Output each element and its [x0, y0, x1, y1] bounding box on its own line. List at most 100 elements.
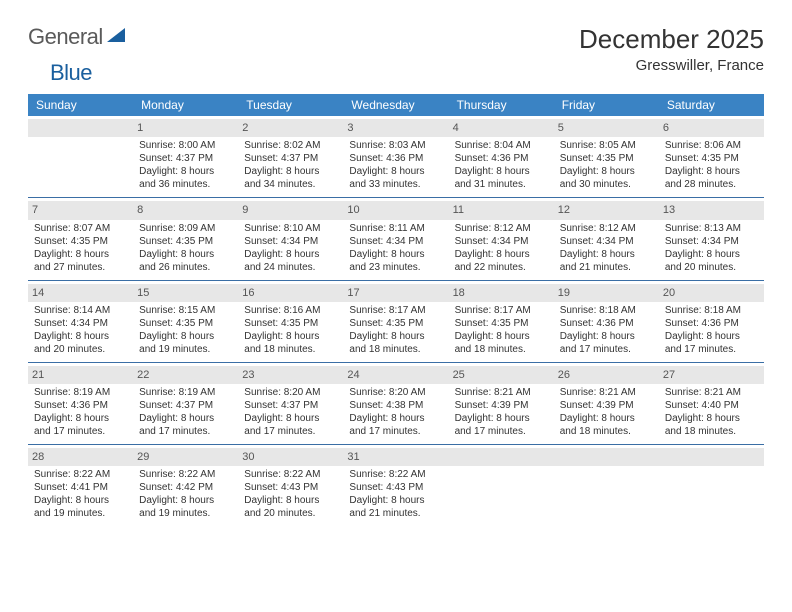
sunset-line: Sunset: 4:40 PM: [665, 399, 758, 412]
daylight-line: Daylight: 8 hours and 30 minutes.: [560, 165, 653, 191]
calendar-cell: 23Sunrise: 8:20 AMSunset: 4:37 PMDayligh…: [238, 362, 343, 444]
day-number: 25: [449, 366, 554, 384]
calendar-cell: 30Sunrise: 8:22 AMSunset: 4:43 PMDayligh…: [238, 445, 343, 527]
sunrise-line: Sunrise: 8:17 AM: [349, 304, 442, 317]
calendar-cell: 17Sunrise: 8:17 AMSunset: 4:35 PMDayligh…: [343, 280, 448, 362]
daylight-line: Daylight: 8 hours and 18 minutes.: [244, 330, 337, 356]
brand-word2: Blue: [50, 60, 92, 85]
daylight-line: Daylight: 8 hours and 26 minutes.: [139, 248, 232, 274]
day-number: 30: [238, 448, 343, 466]
calendar-week-row: 14Sunrise: 8:14 AMSunset: 4:34 PMDayligh…: [28, 280, 764, 362]
calendar-cell: 10Sunrise: 8:11 AMSunset: 4:34 PMDayligh…: [343, 198, 448, 280]
sunrise-line: Sunrise: 8:13 AM: [665, 222, 758, 235]
sunrise-line: Sunrise: 8:21 AM: [560, 386, 653, 399]
weekday-header: Sunday: [28, 94, 133, 116]
sunset-line: Sunset: 4:43 PM: [244, 481, 337, 494]
daylight-line: Daylight: 8 hours and 23 minutes.: [349, 248, 442, 274]
calendar-cell: 15Sunrise: 8:15 AMSunset: 4:35 PMDayligh…: [133, 280, 238, 362]
calendar-cell: 29Sunrise: 8:22 AMSunset: 4:42 PMDayligh…: [133, 445, 238, 527]
sunset-line: Sunset: 4:39 PM: [560, 399, 653, 412]
calendar-cell: 26Sunrise: 8:21 AMSunset: 4:39 PMDayligh…: [554, 362, 659, 444]
brand-sail-icon: [107, 26, 127, 49]
sunset-line: Sunset: 4:37 PM: [139, 399, 232, 412]
weekday-header: Saturday: [659, 94, 764, 116]
sunrise-line: Sunrise: 8:19 AM: [139, 386, 232, 399]
daylight-line: Daylight: 8 hours and 17 minutes.: [244, 412, 337, 438]
day-number: 17: [343, 284, 448, 302]
sunset-line: Sunset: 4:34 PM: [34, 317, 127, 330]
sunrise-line: Sunrise: 8:16 AM: [244, 304, 337, 317]
daylight-line: Daylight: 8 hours and 19 minutes.: [139, 330, 232, 356]
day-number: 21: [28, 366, 133, 384]
calendar-cell: [449, 445, 554, 527]
sunset-line: Sunset: 4:34 PM: [560, 235, 653, 248]
sunrise-line: Sunrise: 8:07 AM: [34, 222, 127, 235]
sunrise-line: Sunrise: 8:09 AM: [139, 222, 232, 235]
daylight-line: Daylight: 8 hours and 34 minutes.: [244, 165, 337, 191]
calendar-cell: [554, 445, 659, 527]
calendar-cell: 2Sunrise: 8:02 AMSunset: 4:37 PMDaylight…: [238, 116, 343, 198]
daylight-line: Daylight: 8 hours and 18 minutes.: [560, 412, 653, 438]
day-number: 16: [238, 284, 343, 302]
sunrise-line: Sunrise: 8:22 AM: [349, 468, 442, 481]
daylight-line: Daylight: 8 hours and 18 minutes.: [349, 330, 442, 356]
title-block: December 2025 Gresswiller, France: [579, 24, 764, 74]
weekday-header: Tuesday: [238, 94, 343, 116]
sunset-line: Sunset: 4:34 PM: [455, 235, 548, 248]
calendar-table: SundayMondayTuesdayWednesdayThursdayFrid…: [28, 94, 764, 526]
calendar-cell: 18Sunrise: 8:17 AMSunset: 4:35 PMDayligh…: [449, 280, 554, 362]
weekday-header: Friday: [554, 94, 659, 116]
calendar-cell: 7Sunrise: 8:07 AMSunset: 4:35 PMDaylight…: [28, 198, 133, 280]
calendar-cell: 14Sunrise: 8:14 AMSunset: 4:34 PMDayligh…: [28, 280, 133, 362]
daylight-line: Daylight: 8 hours and 28 minutes.: [665, 165, 758, 191]
weekday-header: Thursday: [449, 94, 554, 116]
sunset-line: Sunset: 4:38 PM: [349, 399, 442, 412]
sunrise-line: Sunrise: 8:12 AM: [455, 222, 548, 235]
calendar-cell: 12Sunrise: 8:12 AMSunset: 4:34 PMDayligh…: [554, 198, 659, 280]
daylight-line: Daylight: 8 hours and 20 minutes.: [34, 330, 127, 356]
day-number: 7: [28, 201, 133, 219]
daylight-line: Daylight: 8 hours and 17 minutes.: [34, 412, 127, 438]
day-number: 2: [238, 119, 343, 137]
sunrise-line: Sunrise: 8:22 AM: [34, 468, 127, 481]
sunrise-line: Sunrise: 8:05 AM: [560, 139, 653, 152]
sunrise-line: Sunrise: 8:04 AM: [455, 139, 548, 152]
sunrise-line: Sunrise: 8:21 AM: [455, 386, 548, 399]
daylight-line: Daylight: 8 hours and 24 minutes.: [244, 248, 337, 274]
sunrise-line: Sunrise: 8:06 AM: [665, 139, 758, 152]
sunrise-line: Sunrise: 8:18 AM: [665, 304, 758, 317]
day-number: 27: [659, 366, 764, 384]
weekday-header: Monday: [133, 94, 238, 116]
sunset-line: Sunset: 4:36 PM: [455, 152, 548, 165]
daylight-line: Daylight: 8 hours and 17 minutes.: [349, 412, 442, 438]
calendar-cell: 31Sunrise: 8:22 AMSunset: 4:43 PMDayligh…: [343, 445, 448, 527]
daylight-line: Daylight: 8 hours and 36 minutes.: [139, 165, 232, 191]
day-number: 3: [343, 119, 448, 137]
day-number-empty: [28, 119, 133, 137]
sunrise-line: Sunrise: 8:00 AM: [139, 139, 232, 152]
sunset-line: Sunset: 4:37 PM: [244, 152, 337, 165]
calendar-cell: 11Sunrise: 8:12 AMSunset: 4:34 PMDayligh…: [449, 198, 554, 280]
sunset-line: Sunset: 4:35 PM: [560, 152, 653, 165]
sunset-line: Sunset: 4:35 PM: [34, 235, 127, 248]
calendar-cell: 3Sunrise: 8:03 AMSunset: 4:36 PMDaylight…: [343, 116, 448, 198]
calendar-cell: 25Sunrise: 8:21 AMSunset: 4:39 PMDayligh…: [449, 362, 554, 444]
calendar-cell: 27Sunrise: 8:21 AMSunset: 4:40 PMDayligh…: [659, 362, 764, 444]
sunrise-line: Sunrise: 8:11 AM: [349, 222, 442, 235]
sunrise-line: Sunrise: 8:18 AM: [560, 304, 653, 317]
day-number: 29: [133, 448, 238, 466]
weekday-header: Wednesday: [343, 94, 448, 116]
day-number: 5: [554, 119, 659, 137]
day-number: 9: [238, 201, 343, 219]
calendar-cell: 24Sunrise: 8:20 AMSunset: 4:38 PMDayligh…: [343, 362, 448, 444]
calendar-cell: 13Sunrise: 8:13 AMSunset: 4:34 PMDayligh…: [659, 198, 764, 280]
sunset-line: Sunset: 4:35 PM: [244, 317, 337, 330]
sunrise-line: Sunrise: 8:17 AM: [455, 304, 548, 317]
calendar-cell: 6Sunrise: 8:06 AMSunset: 4:35 PMDaylight…: [659, 116, 764, 198]
calendar-cell: 21Sunrise: 8:19 AMSunset: 4:36 PMDayligh…: [28, 362, 133, 444]
daylight-line: Daylight: 8 hours and 22 minutes.: [455, 248, 548, 274]
day-number: 1: [133, 119, 238, 137]
daylight-line: Daylight: 8 hours and 17 minutes.: [455, 412, 548, 438]
daylight-line: Daylight: 8 hours and 17 minutes.: [139, 412, 232, 438]
daylight-line: Daylight: 8 hours and 20 minutes.: [244, 494, 337, 520]
